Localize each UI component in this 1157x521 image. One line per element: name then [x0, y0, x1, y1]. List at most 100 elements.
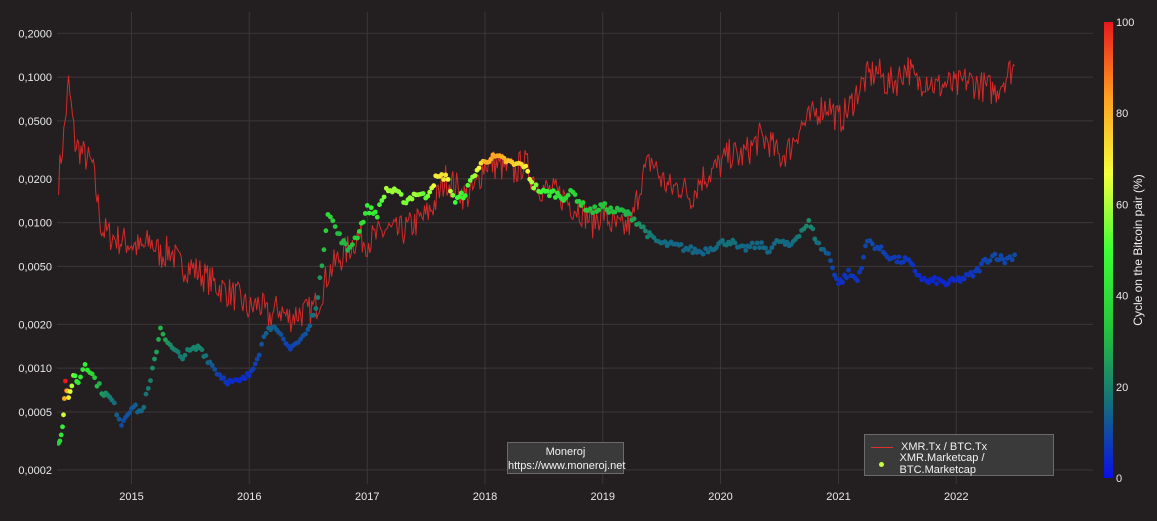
marketcap-point	[878, 244, 884, 250]
marketcap-point	[1002, 260, 1008, 266]
marketcap-point	[295, 340, 301, 345]
marketcap-point	[303, 331, 308, 337]
marketcap-point	[912, 268, 918, 274]
marketcap-point	[75, 380, 81, 386]
marketcap-point	[580, 200, 586, 206]
marketcap-point	[154, 349, 159, 355]
marketcap-point	[379, 198, 385, 203]
y-tick-label: 0,1000	[18, 72, 52, 84]
x-tick-label: 2015	[119, 491, 143, 503]
marketcap-point	[592, 204, 598, 210]
marketcap-point	[356, 229, 362, 234]
marketcap-point	[692, 246, 698, 252]
marketcap-point	[894, 259, 900, 265]
marketcap-point	[67, 389, 73, 394]
series-line-xmr-tx-btc-tx	[58, 57, 1015, 333]
marketcap-point	[970, 273, 976, 279]
marketcap-point	[199, 347, 205, 353]
marketcap-point	[319, 263, 325, 269]
marketcap-point	[749, 240, 755, 246]
marketcap-point	[662, 239, 668, 245]
marketcap-point	[743, 248, 749, 253]
marketcap-point	[982, 256, 988, 262]
marketcap-point	[372, 209, 378, 215]
marketcap-point	[631, 216, 637, 222]
marketcap-point	[62, 396, 67, 401]
marketcap-point	[78, 374, 83, 380]
marketcap-point	[143, 391, 149, 397]
gridlines	[57, 12, 1093, 484]
marketcap-point	[700, 251, 706, 257]
marketcap-point	[443, 172, 449, 178]
marketcap-point	[844, 275, 849, 281]
marketcap-point	[678, 242, 684, 247]
marketcap-point	[705, 249, 711, 255]
y-tick-label: 0,0010	[18, 363, 52, 375]
marketcap-point	[182, 352, 188, 358]
colorbar-gradient	[1104, 22, 1113, 478]
marketcap-point	[332, 224, 338, 230]
marketcap-point	[368, 205, 374, 211]
marketcap-point	[533, 182, 539, 188]
marketcap-point	[606, 210, 612, 215]
marketcap-point	[66, 395, 71, 400]
marketcap-point	[1012, 252, 1018, 258]
marketcap-point	[63, 378, 68, 384]
marketcap-point	[180, 356, 186, 362]
marketcap-point	[307, 323, 313, 329]
x-tick-label: 2016	[237, 491, 261, 503]
marketcap-point	[217, 372, 223, 378]
marketcap-point	[114, 412, 120, 418]
marketcap-point	[72, 373, 78, 379]
marketcap-point	[590, 210, 596, 216]
marketcap-point	[945, 281, 951, 287]
y-tick-label: 0,0005	[18, 407, 52, 419]
marketcap-point	[955, 275, 961, 281]
marketcap-point	[987, 258, 993, 263]
marketcap-point	[462, 193, 468, 199]
marketcap-point	[354, 235, 360, 241]
marketcap-point	[826, 251, 831, 256]
marketcap-point	[133, 402, 138, 408]
marketcap-point	[374, 214, 380, 220]
marketcap-point	[278, 332, 284, 337]
marketcap-point	[315, 295, 321, 300]
legend-item-line[interactable]: XMR.Tx / BTC.Tx	[871, 440, 987, 454]
marketcap-point	[203, 353, 209, 358]
marketcap-point	[311, 312, 317, 318]
marketcap-point	[152, 356, 157, 362]
marketcap-point	[832, 272, 837, 278]
marketcap-point	[643, 228, 648, 234]
marketcap-point	[425, 193, 431, 199]
marketcap-point	[452, 200, 458, 205]
marketcap-point	[602, 201, 608, 206]
marketcap-point	[323, 228, 329, 234]
colorbar-tick-label: 0	[1116, 473, 1122, 485]
legend-marker-swatch	[871, 461, 892, 467]
legend-label-line: XMR.Tx / BTC.Tx	[901, 441, 988, 453]
legend-item-markers[interactable]: XMR.Marketcap / BTC.Marketcap	[871, 452, 1053, 476]
marketcap-point	[732, 240, 738, 246]
y-tick-label: 0,0002	[18, 465, 52, 477]
marketcap-point	[565, 192, 571, 198]
marketcap-point	[242, 376, 248, 381]
marketcap-point	[207, 359, 213, 365]
marketcap-point	[572, 192, 578, 198]
marketcap-point	[488, 156, 494, 162]
marketcap-point	[821, 247, 827, 252]
marketcap-point	[441, 177, 447, 182]
marketcap-point	[209, 363, 215, 368]
marketcap-point	[313, 306, 319, 311]
marketcap-point	[968, 270, 974, 275]
marketcap-point	[757, 245, 762, 251]
marketcap-point	[92, 375, 97, 381]
marketcap-point	[859, 265, 864, 271]
marketcap-point	[861, 254, 866, 260]
x-tick-label: 2021	[826, 491, 850, 503]
y-tick-label: 0,0500	[18, 116, 52, 128]
marketcap-point	[366, 210, 372, 216]
marketcap-point	[439, 172, 445, 177]
marketcap-point	[97, 381, 102, 386]
annotation-url[interactable]: https://www.moneroj.net	[508, 460, 626, 472]
